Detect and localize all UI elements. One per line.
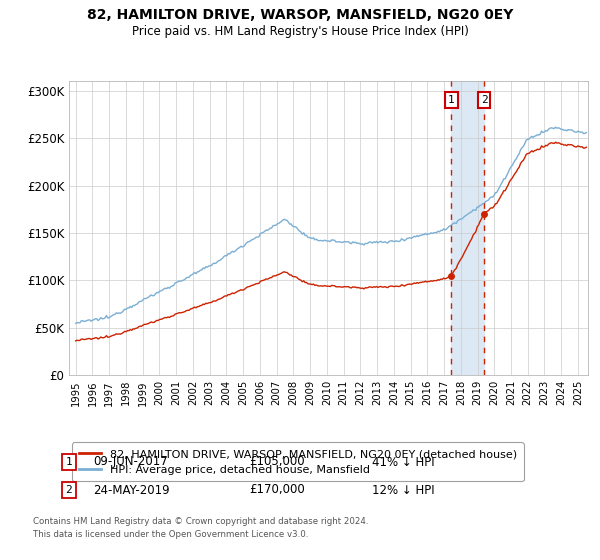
- Text: £170,000: £170,000: [249, 483, 305, 497]
- Text: £105,000: £105,000: [249, 455, 305, 469]
- Text: 2: 2: [481, 95, 487, 105]
- Text: 24-MAY-2019: 24-MAY-2019: [93, 483, 170, 497]
- Point: [446, 271, 456, 280]
- Text: 09-JUN-2017: 09-JUN-2017: [93, 455, 168, 469]
- Text: 82, HAMILTON DRIVE, WARSOP, MANSFIELD, NG20 0EY: 82, HAMILTON DRIVE, WARSOP, MANSFIELD, N…: [87, 8, 513, 22]
- Text: 1: 1: [65, 457, 73, 467]
- Text: 12% ↓ HPI: 12% ↓ HPI: [372, 483, 434, 497]
- Point: [479, 209, 489, 218]
- Text: 2: 2: [65, 485, 73, 495]
- Text: 41% ↓ HPI: 41% ↓ HPI: [372, 455, 434, 469]
- Text: This data is licensed under the Open Government Licence v3.0.: This data is licensed under the Open Gov…: [33, 530, 308, 539]
- Legend: 82, HAMILTON DRIVE, WARSOP, MANSFIELD, NG20 0EY (detached house), HPI: Average p: 82, HAMILTON DRIVE, WARSOP, MANSFIELD, N…: [72, 442, 524, 482]
- Text: Price paid vs. HM Land Registry's House Price Index (HPI): Price paid vs. HM Land Registry's House …: [131, 25, 469, 38]
- Bar: [451, 81, 484, 375]
- Text: 1: 1: [448, 95, 455, 105]
- Text: Contains HM Land Registry data © Crown copyright and database right 2024.: Contains HM Land Registry data © Crown c…: [33, 517, 368, 526]
